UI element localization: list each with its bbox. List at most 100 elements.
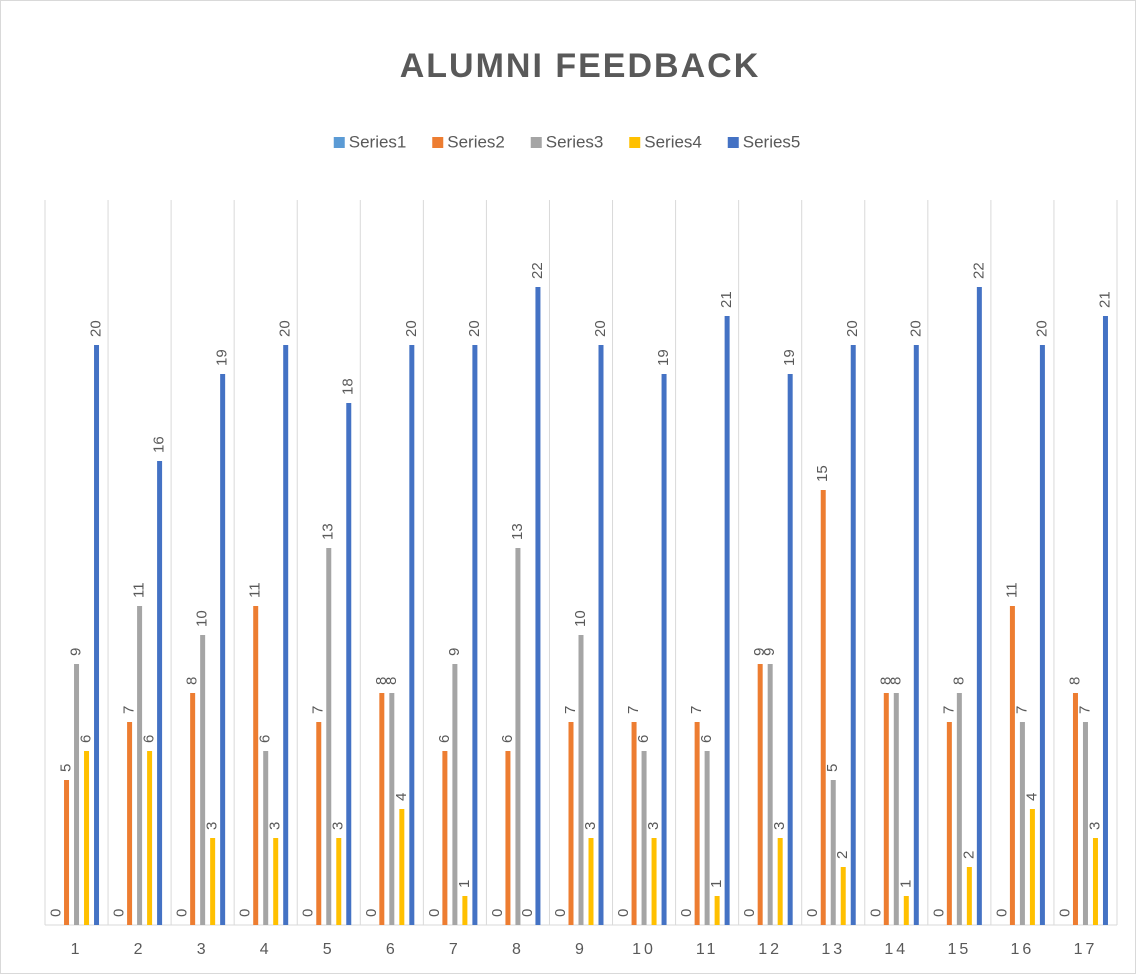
data-label: 8	[887, 677, 904, 685]
bar	[631, 722, 637, 925]
data-label: 7	[940, 706, 957, 714]
bar	[190, 693, 196, 925]
data-label: 9	[446, 648, 463, 656]
data-label: 3	[1086, 822, 1103, 830]
data-label: 6	[499, 735, 516, 743]
legend-swatch	[727, 137, 739, 148]
legend-label: Series1	[349, 132, 407, 151]
data-label: 5	[57, 764, 74, 772]
data-label: 21	[1096, 291, 1113, 308]
legend-label: Series5	[743, 132, 801, 151]
data-label: 20	[277, 320, 294, 337]
bar	[273, 838, 279, 925]
data-label: 6	[77, 735, 94, 743]
data-label: 0	[678, 909, 695, 917]
data-label: 0	[867, 909, 884, 917]
x-tick-label: 14	[884, 941, 908, 958]
data-label: 6	[436, 735, 453, 743]
data-label: 0	[47, 909, 64, 917]
bar	[903, 896, 909, 925]
data-label: 1	[708, 880, 725, 888]
legend-swatch	[432, 137, 444, 148]
data-label: 0	[174, 909, 191, 917]
bar	[840, 867, 846, 925]
bar	[578, 635, 584, 925]
bar	[336, 838, 342, 925]
data-label: 22	[529, 262, 546, 279]
data-label: 19	[781, 349, 798, 366]
data-label: 13	[320, 523, 337, 540]
data-label: 7	[310, 706, 327, 714]
bar	[641, 751, 647, 925]
data-label: 0	[426, 909, 443, 917]
bar	[263, 751, 269, 925]
chart-title: ALUMNI FEEDBACK	[400, 47, 761, 85]
x-tick-label: 17	[1074, 941, 1098, 958]
x-tick-label: 1	[71, 941, 83, 958]
bar	[399, 809, 405, 925]
bar	[946, 722, 952, 925]
bar	[210, 838, 216, 925]
data-label: 20	[87, 320, 104, 337]
data-label: 0	[300, 909, 317, 917]
data-label: 0	[552, 909, 569, 917]
bar	[1009, 606, 1015, 925]
data-label: 11	[131, 582, 148, 598]
data-label: 20	[403, 320, 420, 337]
bar	[253, 606, 259, 925]
data-label: 20	[1033, 320, 1050, 337]
data-label: 8	[877, 677, 894, 685]
data-label: 3	[771, 822, 788, 830]
bar	[757, 664, 763, 925]
bar	[283, 345, 289, 925]
bar	[442, 751, 448, 925]
bar	[913, 345, 919, 925]
bar	[515, 548, 521, 925]
bar	[326, 548, 332, 925]
bar	[200, 635, 206, 925]
data-label: 1	[897, 880, 914, 888]
bar	[462, 896, 468, 925]
data-label: 3	[267, 822, 284, 830]
data-label: 9	[751, 648, 768, 656]
x-tick-label: 16	[1011, 941, 1035, 958]
x-tick-label: 5	[323, 941, 335, 958]
bar	[1102, 316, 1108, 925]
bar	[1029, 809, 1035, 925]
data-label: 8	[383, 677, 400, 685]
data-label: 6	[698, 735, 715, 743]
bar	[1019, 722, 1025, 925]
x-tick-label: 12	[758, 941, 782, 958]
data-label: 3	[645, 822, 662, 830]
x-tick-label: 3	[197, 941, 209, 958]
data-label: 8	[184, 677, 201, 685]
bar	[1039, 345, 1045, 925]
bar	[74, 664, 80, 925]
data-label: 3	[582, 822, 599, 830]
bar	[316, 722, 322, 925]
data-label: 6	[635, 735, 652, 743]
data-label: 9	[761, 648, 778, 656]
x-tick-label: 6	[386, 941, 398, 958]
bar	[850, 345, 856, 925]
data-label: 21	[718, 291, 735, 308]
legend-label: Series2	[447, 132, 505, 151]
x-tick-label: 11	[696, 941, 719, 958]
data-label: 11	[247, 582, 264, 598]
bar	[127, 722, 133, 925]
data-label: 8	[1066, 677, 1083, 685]
bar	[767, 664, 773, 925]
data-label: 0	[363, 909, 380, 917]
bar	[568, 722, 574, 925]
x-tick-label: 4	[260, 941, 272, 958]
bar	[535, 287, 541, 925]
bar	[389, 693, 395, 925]
data-label: 10	[194, 610, 211, 627]
x-tick-label: 13	[821, 941, 845, 958]
data-label: 5	[824, 764, 841, 772]
data-label: 4	[393, 793, 410, 801]
data-label: 0	[615, 909, 632, 917]
data-label: 0	[237, 909, 254, 917]
data-label: 7	[1013, 706, 1030, 714]
